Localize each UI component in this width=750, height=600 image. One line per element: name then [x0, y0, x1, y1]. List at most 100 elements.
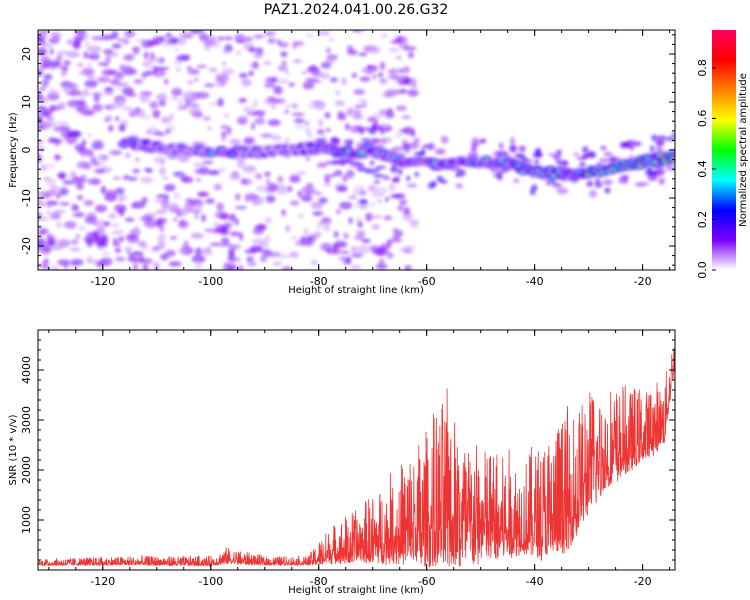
spectrogram-noise-cell [371, 64, 378, 74]
spectrogram-noise-cell [93, 94, 100, 103]
spectrogram-noise-cell [371, 123, 377, 132]
spectrogram-noise-cell [75, 233, 81, 240]
spectrogram-noise-cell [101, 251, 110, 257]
spectrogram-noise-cell [300, 194, 313, 203]
snr-y-tick-label: 1000 [20, 506, 33, 534]
spectrogram-noise-cell [101, 34, 115, 41]
spectrogram-noise-cell [143, 51, 149, 60]
spectrogram-noise-cell [174, 47, 179, 52]
spectrogram-noise-cell [67, 99, 81, 108]
snr-x-label: Height of straight line (km) [288, 585, 424, 596]
spectrogram-noise-cell [329, 77, 338, 83]
spectrogram-noise-cell [130, 256, 142, 264]
spectrogram-noise-cell [221, 61, 227, 66]
spectrogram-noise-cell [133, 263, 138, 270]
spectrogram-noise-cell [376, 199, 383, 203]
spectrogram-y-label: Frequency (Hz) [8, 112, 19, 188]
spectrogram-noise-cell [670, 166, 675, 171]
spectrogram-noise-cell [337, 110, 344, 119]
spectrogram-noise-cell [100, 257, 113, 266]
spectrogram-noise-cell [253, 34, 265, 39]
spectrogram-noise-cell [39, 194, 52, 198]
spectrogram-noise-cell [235, 40, 248, 44]
spectrogram-noise-cell [305, 156, 310, 161]
spectrogram-noise-cell [356, 166, 367, 172]
snr-panel: -120 -100 -80 -60 -40 -20 1000 2000 3000 4000 He… [8, 329, 676, 596]
spectrogram-noise-cell [108, 213, 117, 219]
spectrogram-noise-cell [221, 132, 227, 142]
spectrogram-noise-cell [87, 45, 102, 54]
spectrogram-noise-cell [99, 233, 109, 237]
spectrogram-noise-cell [74, 30, 87, 36]
spectrogram-noise-cell [115, 187, 125, 195]
spectrogram-noise-cell [256, 223, 268, 230]
spectrogram-noise-cell [395, 105, 407, 112]
spectrogram-noise-cell [38, 201, 47, 208]
spectrogram-noise-cell [657, 135, 667, 142]
spectrogram-noise-cell [204, 45, 212, 51]
spectrogram-noise-cell [618, 177, 624, 184]
spectrogram-noise-cell [91, 104, 99, 110]
spectrogram-noise-cell [310, 64, 317, 71]
spectrogram-noise-cell [455, 172, 460, 178]
spectrogram-noise-cell [152, 109, 161, 119]
snr-x-tick-label: -80 [310, 575, 328, 588]
spectrogram-noise-cell [434, 148, 446, 155]
spectrogram-noise-cell [188, 106, 202, 116]
spectrogram-y-ticks: -20 -10 0 10 20 [20, 34, 675, 266]
spectrogram-noise-cell [76, 161, 91, 169]
spectrogram-noise-cell [123, 54, 135, 61]
spectrogram-noise-cell [332, 246, 340, 255]
spectrogram-noise-cell [440, 135, 449, 144]
spectrogram-noise-cell [403, 207, 411, 215]
spectrogram-noise-cell [184, 202, 194, 212]
spectrogram-noise-cell [223, 113, 230, 118]
spectrogram-x-tick-label: -120 [90, 275, 115, 288]
spectrogram-noise-cell [556, 187, 569, 195]
spectrogram-noise-cell [190, 232, 204, 239]
snr-x-tick-label: -100 [198, 575, 223, 588]
spectrogram-noise-cell [150, 52, 155, 61]
spectrogram-noise-cell [47, 238, 57, 247]
spectrogram-noise-cell [43, 108, 54, 116]
spectrogram-noise-cell [236, 256, 241, 263]
spectrogram-noise-cell [281, 61, 288, 65]
spectrogram-noise-cell [124, 30, 136, 38]
spectrogram-noise-cell [152, 36, 164, 45]
spectrogram-noise-cell [165, 128, 171, 134]
spectrogram-x-ticks: -120 -100 -80 -60 -40 -20 [48, 30, 671, 288]
spectrogram-noise-cell [598, 157, 610, 164]
spectrogram-heatmap [38, 30, 675, 270]
spectrogram-x-tick-label: -20 [634, 275, 652, 288]
spectrogram-noise-cell [234, 218, 239, 226]
spectrogram-noise-cell [320, 72, 331, 80]
spectrogram-noise-cell [91, 140, 104, 150]
spectrogram-noise-cell [45, 116, 55, 121]
spectrogram-noise-cell [292, 43, 297, 50]
spectrogram-noise-cell [364, 168, 377, 174]
spectrogram-noise-cell [121, 86, 134, 96]
snr-y-tick-label: 3000 [20, 406, 33, 434]
spectrogram-noise-cell [338, 158, 347, 166]
spectrogram-noise-cell [478, 139, 486, 144]
colorbar-gradient [712, 30, 736, 270]
spectrogram-noise-cell [38, 92, 43, 97]
spectrogram-noise-cell [178, 32, 193, 37]
spectrogram-noise-cell [400, 245, 411, 254]
spectrogram-noise-cell [123, 246, 133, 251]
spectrogram-noise-cell [310, 260, 318, 265]
spectrogram-noise-cell [38, 95, 46, 102]
spectrogram-noise-cell [76, 106, 85, 113]
spectrogram-noise-cell [206, 125, 213, 131]
spectrogram-noise-cell [116, 85, 121, 92]
spectrogram-noise-cell [254, 172, 263, 180]
spectrogram-noise-cell [160, 116, 171, 124]
spectrogram-noise-cell [224, 36, 234, 41]
spectrogram-noise-cell [202, 116, 211, 121]
spectrogram-noise-cell [246, 261, 258, 267]
spectrogram-noise-cell [265, 178, 271, 185]
spectrogram-noise-cell [555, 160, 568, 165]
spectrogram-noise-cell [224, 44, 233, 53]
spectrogram-noise-cell [160, 43, 172, 47]
spectrogram-noise-cell [401, 115, 411, 120]
